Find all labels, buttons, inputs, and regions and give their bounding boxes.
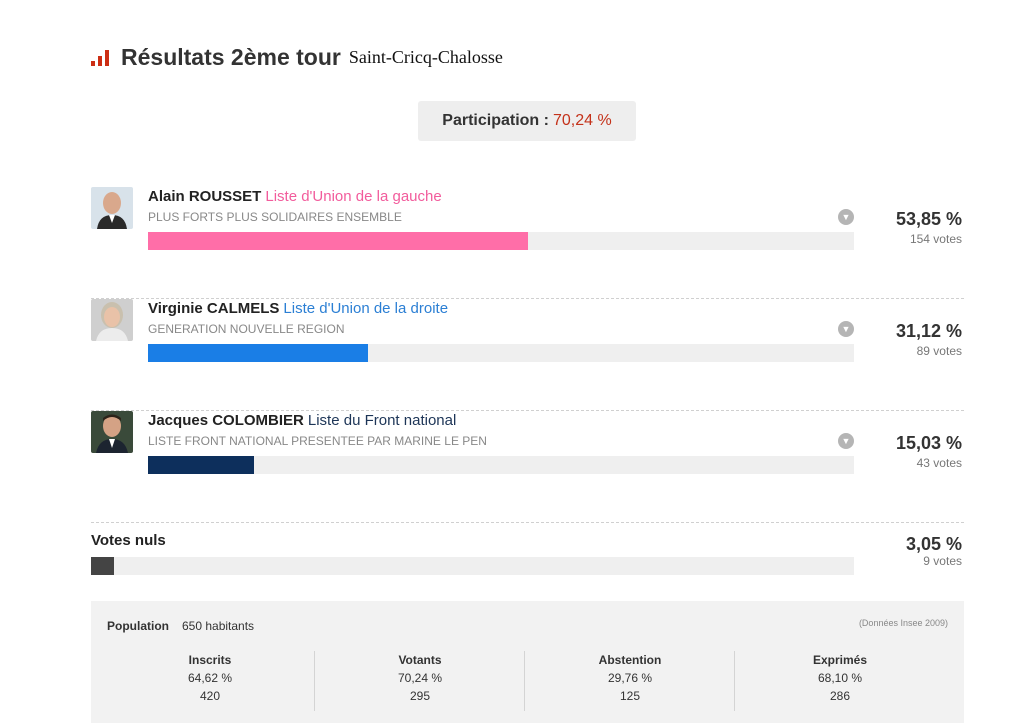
stat-percent: 68,10 %	[817, 671, 863, 685]
candidate-percent: 15,03 %	[895, 433, 962, 453]
candidate-row: Virginie CALMELS Liste d'Union de la droi…	[91, 299, 964, 411]
population-label: Population	[107, 619, 169, 633]
null-votes-label: Votes nuls	[91, 532, 166, 549]
stat-column-exprimes: Exprimés 68,10 % 286	[735, 651, 945, 715]
null-votes-count: 9 votes	[923, 554, 962, 568]
null-votes-row: Votes nuls 3,05 % 9 votes	[91, 530, 964, 580]
result-bar-fill	[148, 456, 255, 474]
chevron-down-icon[interactable]: ▼	[838, 209, 854, 225]
result-bar-fill	[148, 344, 368, 362]
stat-count: 125	[619, 689, 641, 703]
result-bar-track	[148, 344, 854, 362]
participation-box: Participation :70,24 %	[418, 101, 636, 141]
population-value: 650 habitants	[182, 619, 255, 633]
result-bar-track	[91, 557, 854, 575]
candidate-row: Jacques COLOMBIER Liste du Front national…	[91, 411, 964, 523]
chevron-down-icon[interactable]: ▼	[838, 433, 854, 449]
stat-title: Exprimés	[812, 653, 868, 667]
stat-title: Abstention	[598, 653, 662, 667]
candidate-votes: 154 votes	[909, 232, 962, 246]
candidate-name: Alain ROUSSET	[148, 188, 262, 205]
candidate-percent: 31,12 %	[895, 321, 962, 341]
stat-column-inscrits: Inscrits 64,62 % 420	[105, 651, 315, 715]
stat-title: Inscrits	[188, 653, 232, 667]
candidate-votes: 43 votes	[916, 456, 962, 470]
candidate-slogan: GENERATION NOUVELLE REGION	[148, 322, 345, 336]
result-bar-track	[148, 232, 854, 250]
candidate-photo	[91, 411, 133, 453]
stat-count: 295	[409, 689, 431, 703]
page-title: Résultats 2ème tour	[121, 44, 341, 70]
chevron-down-icon[interactable]: ▼	[838, 321, 854, 337]
candidate-percent: 53,85 %	[895, 209, 962, 229]
result-bar-track	[148, 456, 854, 474]
stat-percent: 70,24 %	[397, 671, 443, 685]
result-bar-fill	[91, 557, 115, 575]
divider	[314, 651, 315, 711]
candidate-photo	[91, 187, 133, 229]
data-source: (Données Insee 2009)	[858, 618, 948, 628]
stat-column-abstention: Abstention 29,76 % 125	[525, 651, 735, 715]
bar-chart-icon	[91, 48, 111, 66]
candidate-votes: 89 votes	[916, 344, 962, 358]
divider	[734, 651, 735, 711]
candidate-name: Jacques COLOMBIER	[148, 412, 304, 429]
commune-name: Saint-Cricq-Chalosse	[348, 47, 503, 67]
candidate-slogan: LISTE FRONT NATIONAL PRESENTEE PAR MARIN…	[148, 434, 487, 448]
stat-count: 286	[829, 689, 851, 703]
candidate-list: Liste d'Union de la gauche	[265, 188, 442, 205]
participation-value: 70,24 %	[552, 112, 612, 129]
candidate-list: Liste du Front national	[307, 412, 457, 429]
null-votes-percent: 3,05 %	[905, 534, 962, 554]
candidate-name: Virginie CALMELS	[148, 300, 280, 317]
divider	[524, 651, 525, 711]
candidate-photo	[91, 299, 133, 341]
candidate-row: Alain ROUSSET Liste d'Union de la gauche …	[91, 187, 964, 299]
stat-percent: 29,76 %	[607, 671, 653, 685]
candidate-list: Liste d'Union de la droite	[283, 300, 449, 317]
result-bar-fill	[148, 232, 529, 250]
stat-count: 420	[199, 689, 221, 703]
results-header: Résultats 2ème tour Saint-Cricq-Chalosse	[91, 42, 503, 72]
candidate-slogan: PLUS FORTS PLUS SOLIDAIRES ENSEMBLE	[148, 210, 402, 224]
stat-column-votants: Votants 70,24 % 295	[315, 651, 525, 715]
stat-percent: 64,62 %	[187, 671, 233, 685]
stats-panel: Population 650 habitants (Données Insee …	[91, 601, 964, 723]
participation-label: Participation :	[442, 112, 549, 129]
stat-title: Votants	[398, 653, 442, 667]
